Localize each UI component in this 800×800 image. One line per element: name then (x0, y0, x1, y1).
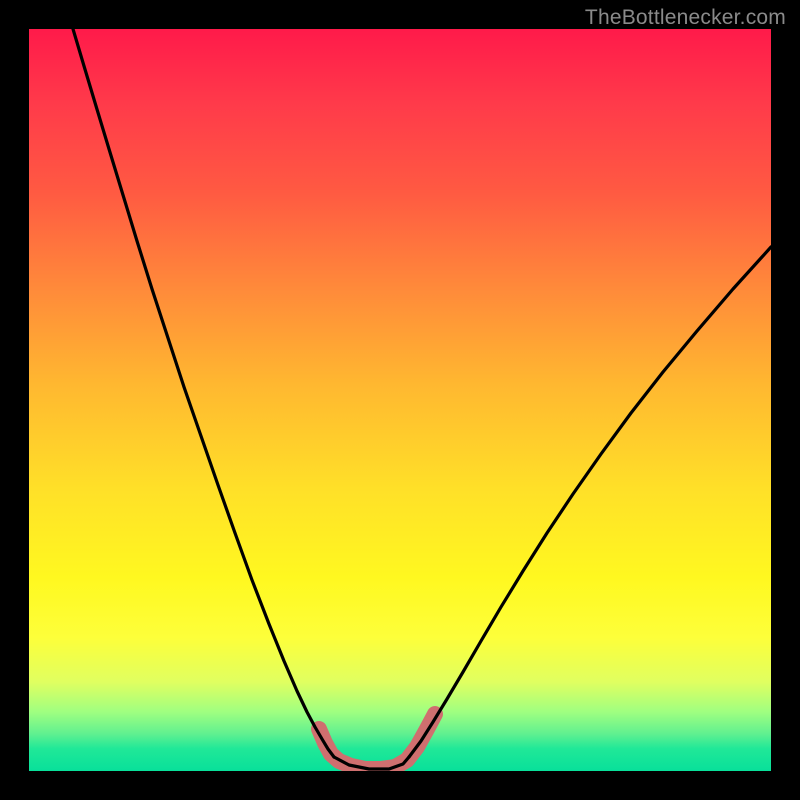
valley-highlight (319, 714, 435, 769)
chart-frame: TheBottlenecker.com (0, 0, 800, 800)
right-curve (409, 247, 771, 757)
left-curve (73, 29, 334, 757)
curve-layer (29, 29, 771, 771)
watermark-text: TheBottlenecker.com (585, 6, 786, 30)
plot-area (29, 29, 771, 771)
